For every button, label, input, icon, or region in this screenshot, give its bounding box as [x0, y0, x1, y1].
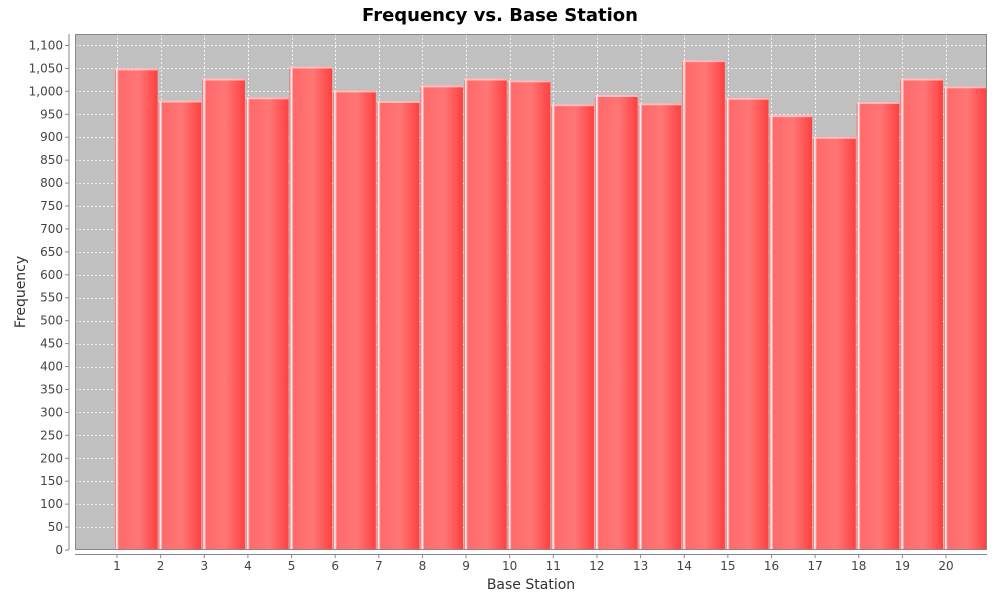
bar — [158, 100, 202, 551]
bar-top-highlight — [464, 78, 507, 81]
x-tick-label: 10 — [502, 559, 517, 573]
x-tick-label: 6 — [331, 559, 339, 573]
y-tick-label: 100 — [40, 497, 63, 511]
bar — [202, 78, 245, 551]
y-tick-label: 600 — [40, 268, 63, 282]
bar-top-highlight — [638, 103, 682, 106]
y-tick-label: 150 — [40, 474, 63, 488]
bar-top-highlight — [202, 78, 245, 81]
y-tick-label: 750 — [40, 199, 63, 213]
x-tick-label: 2 — [157, 559, 165, 573]
bar — [856, 101, 900, 551]
y-tick-label: 1,100 — [29, 38, 63, 52]
y-tick-label: 250 — [40, 428, 63, 442]
x-tick-label: 16 — [764, 559, 779, 573]
bar-top-highlight — [376, 100, 420, 103]
bar-top-highlight — [856, 101, 900, 104]
bar-top-highlight — [158, 100, 202, 103]
bar-top-highlight — [115, 68, 158, 71]
x-tick-label: 7 — [375, 559, 383, 573]
y-tick-label: 950 — [40, 107, 63, 121]
bar-top-highlight — [245, 97, 289, 100]
bar — [507, 80, 551, 551]
bar-top-highlight — [769, 115, 813, 118]
y-tick-label: 1,050 — [29, 61, 63, 75]
bar — [289, 66, 333, 550]
bar-top-highlight — [813, 136, 856, 139]
bar — [464, 78, 507, 551]
y-tick-label: 700 — [40, 222, 63, 236]
y-tick-label: 300 — [40, 405, 63, 419]
x-tick-label: 4 — [244, 559, 252, 573]
y-tick-label: 450 — [40, 337, 63, 351]
bar-top-highlight — [900, 78, 943, 81]
bar — [594, 95, 638, 550]
bar — [420, 85, 464, 550]
bar-top-highlight — [682, 60, 725, 63]
bar — [682, 60, 725, 550]
bar — [638, 103, 682, 550]
y-tick-label: 800 — [40, 176, 63, 190]
x-tick-label: 15 — [720, 559, 735, 573]
bar — [376, 100, 420, 550]
bar-top-highlight — [594, 95, 638, 98]
x-axis-label: Base Station — [487, 577, 575, 593]
x-tick-label: 13 — [633, 559, 648, 573]
bar — [944, 86, 987, 551]
y-tick-label: 500 — [40, 314, 63, 328]
y-tick-label: 0 — [55, 543, 63, 557]
bar — [769, 115, 813, 551]
x-tick-label: 18 — [851, 559, 866, 573]
y-tick-label: 350 — [40, 382, 63, 396]
y-tick-label: 400 — [40, 360, 63, 374]
y-tick-label: 550 — [40, 291, 63, 305]
x-tick-label: 12 — [589, 559, 604, 573]
bar-top-highlight — [507, 80, 551, 83]
y-tick-label: 50 — [48, 520, 63, 534]
x-tick-label: 3 — [200, 559, 208, 573]
y-tick-label: 200 — [40, 451, 63, 465]
plot-border — [75, 34, 987, 550]
bar-top-highlight — [944, 86, 987, 89]
x-tick-label: 11 — [546, 559, 561, 573]
bar-top-highlight — [333, 90, 376, 93]
bar-top-highlight — [551, 104, 594, 107]
y-tick-label: 1,000 — [29, 84, 63, 98]
x-tick-label: 1 — [113, 559, 121, 573]
y-axis-label: Frequency — [13, 256, 29, 328]
bar — [813, 136, 856, 550]
bar — [333, 90, 376, 550]
bar — [725, 97, 769, 550]
x-tick-label: 14 — [677, 559, 692, 573]
bar-top-highlight — [420, 85, 464, 88]
y-tick-label: 650 — [40, 245, 63, 259]
bar — [115, 68, 158, 551]
x-tick-label: 8 — [419, 559, 427, 573]
bar-top-highlight — [725, 97, 769, 100]
x-tick-label: 9 — [462, 559, 470, 573]
bars-group — [115, 60, 987, 551]
x-tick-label: 17 — [807, 559, 822, 573]
chart-title: Frequency vs. Base Station — [362, 5, 638, 26]
x-tick-label: 20 — [938, 559, 953, 573]
y-tick-label: 850 — [40, 153, 63, 167]
bar — [900, 78, 943, 551]
x-tick-label: 19 — [895, 559, 910, 573]
y-tick-label: 900 — [40, 130, 63, 144]
bar-top-highlight — [289, 66, 333, 69]
axes: 0 50 100 150 200 250 300 350 400 450 500 550 600 650 7… — [29, 34, 987, 573]
x-tick-label: 5 — [288, 559, 296, 573]
bar — [245, 97, 289, 551]
bar — [551, 104, 594, 551]
